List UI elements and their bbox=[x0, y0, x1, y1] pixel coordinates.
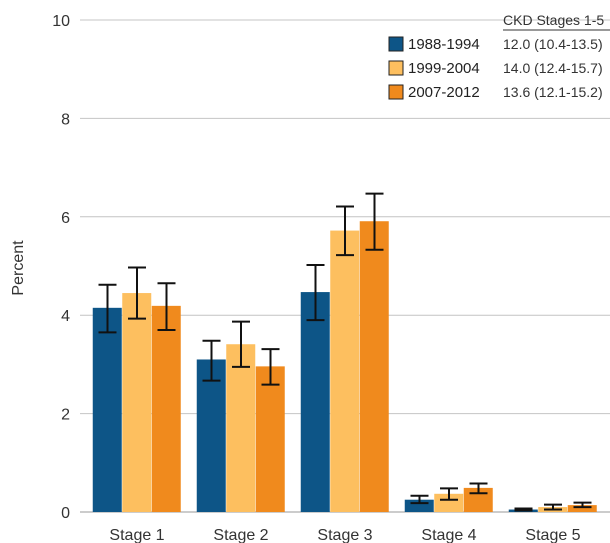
legend-label: 1999-2004 bbox=[408, 60, 480, 77]
y-tick-label: 2 bbox=[61, 407, 70, 424]
y-axis-label: Percent bbox=[10, 240, 27, 296]
legend-swatch bbox=[388, 36, 404, 52]
legend-summary: 14.0 (12.4-15.7) bbox=[503, 60, 603, 76]
x-tick-label: Stage 5 bbox=[525, 527, 580, 543]
legend: CKD Stages 1-5 1988-1994 12.0 (10.4-13.5)… bbox=[388, 12, 610, 101]
bar bbox=[122, 293, 152, 512]
x-tick-label: Stage 2 bbox=[213, 527, 268, 543]
legend-label: 1988-1994 bbox=[408, 36, 480, 53]
legend-summary: 12.0 (10.4-13.5) bbox=[503, 36, 603, 52]
bar bbox=[255, 366, 285, 512]
error-bars bbox=[98, 192, 592, 512]
bar bbox=[330, 230, 360, 513]
x-axis-ticks: Stage 1 Stage 2 Stage 3 Stage 4 Stage 5 bbox=[109, 527, 580, 543]
bar bbox=[196, 359, 226, 512]
x-tick-label: Stage 4 bbox=[421, 527, 476, 543]
y-tick-label: 0 bbox=[61, 505, 70, 522]
bar bbox=[359, 221, 389, 512]
y-axis-ticks: 0 2 4 6 8 10 bbox=[52, 13, 70, 522]
y-tick-label: 10 bbox=[52, 13, 70, 30]
legend-swatch bbox=[388, 60, 404, 76]
legend-title: CKD Stages 1-5 bbox=[503, 12, 604, 28]
y-tick-label: 8 bbox=[61, 111, 70, 128]
bar bbox=[226, 344, 256, 512]
legend-swatch bbox=[388, 84, 404, 100]
legend-label: 2007-2012 bbox=[408, 84, 480, 101]
x-tick-label: Stage 1 bbox=[109, 527, 164, 543]
bar bbox=[567, 505, 597, 512]
y-tick-label: 4 bbox=[61, 308, 70, 325]
bar bbox=[151, 305, 181, 512]
y-tick-label: 6 bbox=[61, 210, 70, 227]
bar bbox=[300, 292, 330, 512]
bar bbox=[92, 307, 122, 512]
bar bbox=[434, 493, 464, 512]
bars bbox=[92, 221, 597, 513]
legend-summary: 13.6 (12.1-15.2) bbox=[503, 84, 603, 100]
x-tick-label: Stage 3 bbox=[317, 527, 372, 543]
